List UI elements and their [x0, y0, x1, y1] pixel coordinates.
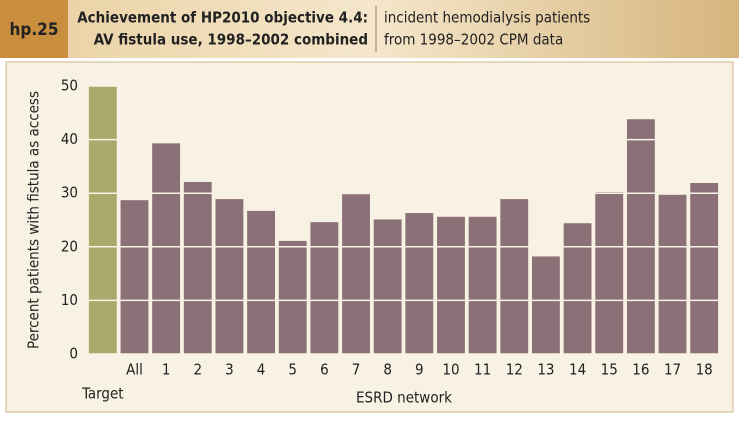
- bar: [342, 194, 370, 354]
- x-tick-label: Target: [81, 385, 123, 403]
- bar: [531, 256, 560, 354]
- x-tick-label: 9: [415, 361, 424, 379]
- bar: [468, 216, 497, 354]
- x-tick-label: All: [126, 361, 143, 379]
- x-tick-label: 5: [288, 361, 297, 379]
- bar: [500, 199, 529, 354]
- x-tick-label: 10: [442, 361, 459, 379]
- x-tick-label: 3: [225, 361, 234, 379]
- bar: [563, 223, 592, 354]
- x-tick-label: 6: [320, 361, 329, 379]
- x-tick-label: 4: [257, 361, 266, 379]
- chart-title: Achievement of HP2010 objective 4.4:: [77, 9, 368, 27]
- bar: [690, 183, 719, 354]
- x-tick-label: 12: [506, 361, 523, 379]
- x-tick-label: 17: [664, 361, 681, 379]
- bar: [595, 192, 624, 354]
- figure-label: hp.25: [10, 20, 59, 40]
- header-band: [0, 0, 739, 58]
- chart-title: AV fistula use, 1998–2002 combined: [94, 31, 368, 49]
- y-tick-label: 30: [61, 184, 78, 202]
- chart-subtitle: from 1998–2002 CPM data: [384, 31, 563, 49]
- bar: [310, 222, 339, 354]
- bar: [120, 200, 149, 354]
- x-tick-label: 18: [696, 361, 713, 379]
- bar: [247, 210, 276, 354]
- bar: [658, 194, 687, 354]
- bar: [183, 181, 212, 354]
- y-tick-label: 0: [69, 345, 78, 363]
- x-tick-label: 13: [537, 361, 554, 379]
- x-tick-label: 8: [383, 361, 392, 379]
- y-tick-label: 40: [61, 130, 78, 148]
- y-axis-label: Percent patients with fistula as access: [25, 91, 43, 349]
- bar: [278, 240, 307, 354]
- bar: [215, 199, 244, 354]
- bar: [626, 119, 655, 355]
- chart-subtitle: incident hemodialysis patients: [384, 9, 590, 27]
- y-tick-label: 20: [61, 237, 78, 255]
- y-tick-label: 50: [61, 77, 78, 95]
- x-tick-label: 15: [601, 361, 618, 379]
- x-tick-label: 11: [474, 361, 491, 379]
- y-tick-label: 10: [61, 291, 78, 309]
- x-tick-label: 1: [162, 361, 171, 379]
- figure-label-box: [0, 0, 68, 58]
- bar: [437, 216, 465, 354]
- x-tick-label: 16: [632, 361, 649, 379]
- bar: [88, 86, 117, 354]
- x-axis-label: ESRD network: [356, 389, 452, 407]
- bar: [373, 219, 402, 354]
- x-tick-label: 2: [193, 361, 202, 379]
- x-tick-label: 14: [569, 361, 586, 379]
- bar: [152, 143, 181, 354]
- x-tick-label: 7: [352, 361, 361, 379]
- bar: [405, 213, 434, 354]
